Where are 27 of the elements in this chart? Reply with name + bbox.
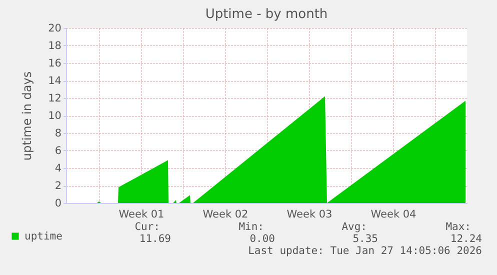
text: Min: bbox=[238, 221, 264, 233]
y-tick-label: 6 bbox=[54, 145, 62, 157]
y-tick-label: 14 bbox=[48, 75, 62, 87]
x-tick-label: Week 04 bbox=[370, 208, 417, 220]
x-tick-label: Week 03 bbox=[286, 208, 332, 220]
y-tick-label: 0 bbox=[54, 198, 62, 210]
legend-label: uptime bbox=[24, 230, 62, 242]
y-tick-label: 10 bbox=[48, 110, 62, 122]
text: Max: bbox=[446, 221, 471, 233]
y-tick-label: 16 bbox=[48, 58, 62, 70]
text: Cur: bbox=[134, 221, 160, 233]
y-tick-label: 4 bbox=[54, 162, 62, 174]
text: 5.35 bbox=[352, 233, 378, 245]
text: Last update: Tue Jan 27 14:05:06 2026 bbox=[248, 245, 482, 257]
x-tick-label: Week 02 bbox=[202, 208, 248, 220]
text: 12.24 bbox=[450, 233, 482, 245]
y-tick-label: 18 bbox=[48, 40, 62, 52]
chart-title: Uptime - by month bbox=[205, 7, 328, 22]
text: 0.00 bbox=[250, 233, 275, 245]
text: 11.69 bbox=[139, 233, 171, 245]
y-axis-title: uptime in days bbox=[20, 71, 34, 161]
y-tick-label: 20 bbox=[48, 22, 62, 34]
y-tick-label: 8 bbox=[54, 128, 62, 140]
text: Avg: bbox=[342, 221, 367, 233]
y-tick-label: 2 bbox=[54, 180, 62, 192]
y-tick-label: 12 bbox=[48, 92, 62, 104]
x-tick-label: Week 01 bbox=[118, 208, 164, 220]
